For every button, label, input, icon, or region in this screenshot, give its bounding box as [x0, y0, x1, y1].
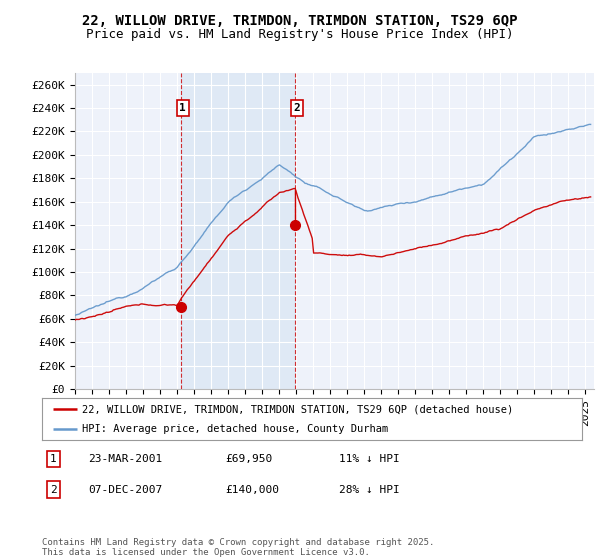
Text: 11% ↓ HPI: 11% ↓ HPI [339, 454, 400, 464]
Text: 07-DEC-2007: 07-DEC-2007 [88, 484, 162, 494]
Text: Price paid vs. HM Land Registry's House Price Index (HPI): Price paid vs. HM Land Registry's House … [86, 28, 514, 41]
Text: £69,950: £69,950 [226, 454, 273, 464]
Bar [181, 73, 295, 389]
Text: 2: 2 [50, 484, 57, 494]
Text: 28% ↓ HPI: 28% ↓ HPI [339, 484, 400, 494]
Text: Contains HM Land Registry data © Crown copyright and database right 2025.
This d: Contains HM Land Registry data © Crown c… [42, 538, 434, 557]
Text: 22, WILLOW DRIVE, TRIMDON, TRIMDON STATION, TS29 6QP: 22, WILLOW DRIVE, TRIMDON, TRIMDON STATI… [82, 14, 518, 28]
Text: 2: 2 [293, 103, 300, 113]
Text: £140,000: £140,000 [226, 484, 280, 494]
Text: HPI: Average price, detached house, County Durham: HPI: Average price, detached house, Coun… [83, 424, 389, 434]
Text: 1: 1 [179, 103, 186, 113]
Text: 1: 1 [50, 454, 57, 464]
Text: 23-MAR-2001: 23-MAR-2001 [88, 454, 162, 464]
Text: 22, WILLOW DRIVE, TRIMDON, TRIMDON STATION, TS29 6QP (detached house): 22, WILLOW DRIVE, TRIMDON, TRIMDON STATI… [83, 404, 514, 414]
